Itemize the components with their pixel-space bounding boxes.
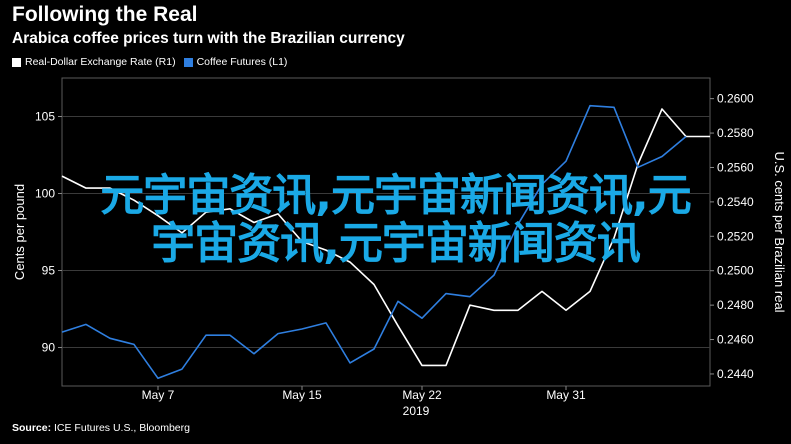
right-tick-label: 0.2520: [717, 229, 754, 243]
chart-subtitle: Arabica coffee prices turn with the Braz…: [12, 30, 405, 47]
legend-item-exchange-rate: Real-Dollar Exchange Rate (R1): [12, 56, 176, 68]
legend-label-exchange-rate: Real-Dollar Exchange Rate (R1): [25, 56, 176, 68]
watermark-line-1: 元宇宙资讯,元宇宙新闻资讯,元: [100, 170, 691, 221]
watermark-line-2: 宇宙资讯,元宇宙新闻资讯: [151, 218, 641, 269]
legend-label-coffee-futures: Coffee Futures (L1): [196, 56, 288, 68]
left-axis-label: Cents per pound: [12, 184, 27, 280]
right-tick-label: 0.2580: [717, 126, 754, 140]
source-note: Source: ICE Futures U.S., Bloomberg: [12, 422, 190, 434]
right-tick-label: 0.2440: [717, 367, 754, 381]
source-label: Source:: [12, 422, 52, 434]
chart-title: Following the Real: [12, 3, 198, 26]
right-tick-label: 0.2500: [717, 264, 754, 278]
series-line-exchange-rate: [61, 108, 710, 367]
x-tick-label: May 22: [402, 388, 442, 402]
left-tick-label: 95: [42, 264, 56, 278]
right-tick-label: 0.2560: [717, 160, 754, 174]
chart-legend: Real-Dollar Exchange Rate (R1) Coffee Fu…: [12, 56, 295, 68]
right-tick-label: 0.2460: [717, 333, 754, 347]
source-text: ICE Futures U.S., Bloomberg: [54, 422, 190, 434]
right-tick-label: 0.2480: [717, 298, 754, 312]
left-tick-label: 105: [35, 110, 55, 124]
x-tick-label: May 15: [282, 388, 322, 402]
right-tick-label: 0.2540: [717, 195, 754, 209]
left-tick-label: 100: [35, 187, 55, 201]
legend-swatch-exchange-rate: [12, 57, 21, 67]
watermark-overlay: 元宇宙资讯,元宇宙新闻资讯,元 宇宙资讯,元宇宙新闻资讯: [0, 172, 791, 268]
x-tick-label: May 7: [142, 388, 175, 402]
x-year-label: 2019: [403, 404, 430, 418]
legend-swatch-coffee-futures: [183, 57, 193, 67]
legend-item-coffee-futures: Coffee Futures (L1): [183, 56, 288, 68]
x-tick-label: May 31: [546, 388, 586, 402]
series-line-coffee-futures: [61, 104, 687, 380]
left-tick-label: 90: [42, 341, 56, 355]
right-axis-label: U.S. cents per Brazilian real: [772, 151, 787, 312]
right-tick-label: 0.2600: [717, 92, 754, 106]
plot-frame: [61, 77, 711, 387]
